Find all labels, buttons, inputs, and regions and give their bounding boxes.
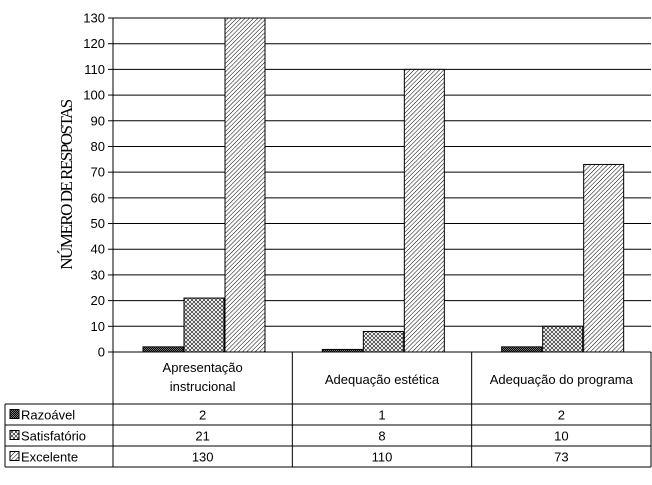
y-tick-label: 90 (91, 113, 105, 128)
y-tick-label: 130 (83, 11, 105, 26)
y-tick-label: 70 (91, 165, 105, 180)
y-axis-label: NÚMERO DE RESPOSTAS (57, 99, 76, 269)
bar-excelente-0 (224, 17, 266, 353)
bar-satisfatório-2 (542, 325, 584, 353)
legend-label: Razoável (21, 408, 75, 423)
category-label: Adequação do programa (490, 372, 634, 387)
bar-satisfatório-0 (183, 297, 225, 353)
table-value: 130 (192, 450, 214, 465)
legend-key-excelente (9, 451, 20, 461)
y-tick-label: 30 (91, 267, 105, 282)
bar-excelente-1 (403, 68, 445, 353)
data-table: Apresentação instrucional Adequação estéti… (4, 352, 652, 468)
y-tick-label: 10 (91, 319, 105, 334)
legend-label: Satisfatório (21, 429, 86, 444)
y-tick-label: 20 (91, 293, 105, 308)
category-label: Apresentação (163, 360, 243, 375)
legend-key-razoável (9, 409, 20, 419)
table-value: 2 (199, 408, 206, 423)
bar-excelente-2 (583, 163, 625, 353)
table-value: 10 (554, 429, 568, 444)
y-axis: 0 10 20 30 40 50 60 70 80 90 100 110 120 130 (83, 11, 114, 360)
bar-razoável-2 (501, 346, 543, 353)
table-value: 2 (558, 408, 565, 423)
bars (113, 17, 651, 353)
bar-razoável-0 (142, 346, 184, 353)
y-tick-label: 120 (83, 36, 105, 51)
legend-key-satisfatório (9, 430, 20, 440)
table-value: 1 (378, 408, 385, 423)
table-value: 110 (372, 450, 393, 465)
category-label: instrucional (170, 379, 236, 394)
y-tick-label: 50 (91, 216, 105, 231)
y-tick-label: 40 (91, 242, 105, 257)
table-value: 8 (378, 429, 385, 444)
y-tick-label: 60 (91, 190, 105, 205)
table-value: 21 (195, 429, 209, 444)
y-tick-label: 100 (83, 88, 105, 103)
gridlines (113, 17, 651, 327)
y-tick-label: 0 (98, 345, 105, 360)
bar-satisfatório-1 (362, 330, 404, 353)
y-tick-label: 80 (91, 139, 105, 154)
legend-label: Excelente (21, 450, 78, 465)
category-label: Adequação estética (325, 372, 440, 387)
table-value: 73 (554, 450, 568, 465)
y-tick-label: 110 (84, 62, 105, 77)
